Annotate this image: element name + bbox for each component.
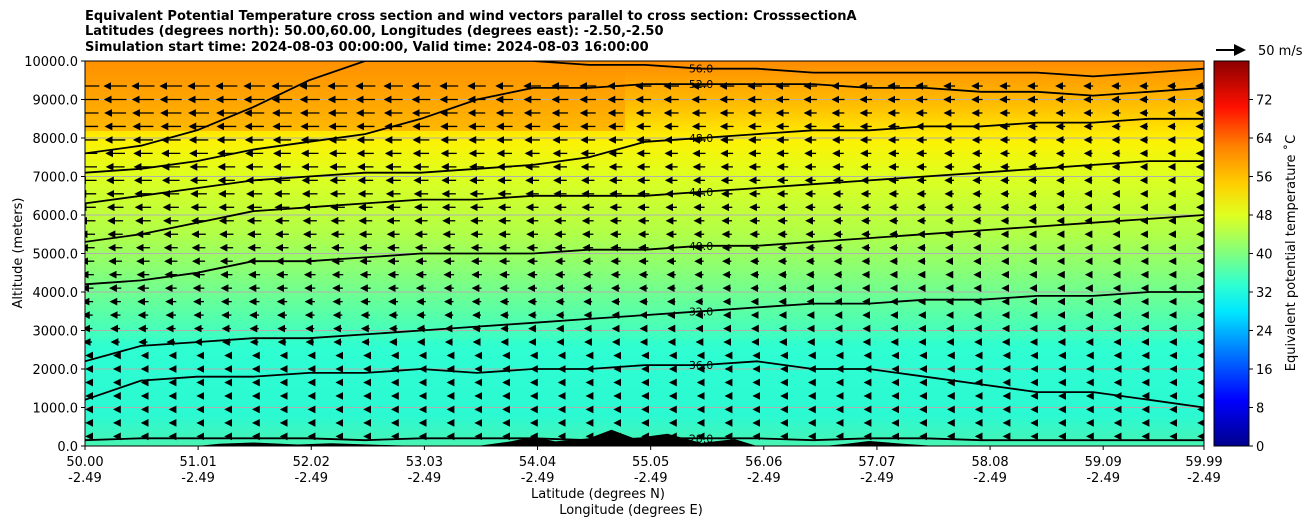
x-tick-label-lat: 56.06 xyxy=(745,455,782,470)
contour-line xyxy=(85,291,1204,363)
contour-label: 40.0 xyxy=(689,240,714,253)
x-tick-label-lon: -2.49 xyxy=(634,471,668,486)
y-tick-label: 3000.0 xyxy=(33,325,79,340)
x-tick-label-lat: 59.09 xyxy=(1085,455,1122,470)
colorbar-tick-label: 48 xyxy=(1256,209,1273,224)
colorbar xyxy=(1213,60,1250,447)
colorbar-tick-label: 16 xyxy=(1256,363,1273,378)
contour-line xyxy=(85,360,1204,409)
x-tick-label-lat: 52.02 xyxy=(293,455,330,470)
y-tick-label: 8000.0 xyxy=(33,132,79,147)
contour-label: 44.0 xyxy=(689,186,714,199)
colorbar-tick-label: 32 xyxy=(1256,286,1273,301)
colorbar-tick-label: 40 xyxy=(1256,248,1273,263)
contour-line xyxy=(85,117,1204,205)
x-tick-label-lat: 54.04 xyxy=(519,455,556,470)
x-tick-label-lon: -2.49 xyxy=(1187,471,1221,486)
x-axis-ticks: 50.00-2.4951.01-2.4952.02-2.4953.03-2.49… xyxy=(66,446,1223,486)
y-tick-label: 10000.0 xyxy=(24,55,78,70)
y-tick-label: 6000.0 xyxy=(33,209,79,224)
x-axis-label-lon: Longitude (degrees E) xyxy=(559,503,703,518)
y-tick-label: 5000.0 xyxy=(33,248,79,263)
x-tick-label-lon: -2.49 xyxy=(68,471,102,486)
x-tick-label-lon: -2.49 xyxy=(521,471,555,486)
colorbar-label: Equivalent potential temperature ˚C xyxy=(1283,135,1299,371)
contour-label: 32.0 xyxy=(689,305,714,318)
colorbar-tick-label: 72 xyxy=(1256,94,1273,109)
x-tick-label-lat: 53.03 xyxy=(406,455,443,470)
colorbar-tick-label: 8 xyxy=(1256,402,1264,417)
colorbar-ticks: 0 8 16 24 32 40 48 56 64 72 xyxy=(1249,94,1273,455)
y-tick-label: 9000.0 xyxy=(33,94,79,109)
contour-line xyxy=(85,83,1204,174)
contour-label: 48.0 xyxy=(689,132,714,145)
chart-title-line-1: Equivalent Potential Temperature cross s… xyxy=(85,9,857,24)
chart-title-line-2: Latitudes (degrees north): 50.00,60.00, … xyxy=(85,24,664,39)
contour-line xyxy=(85,61,1204,155)
y-tick-label: 4000.0 xyxy=(33,286,79,301)
x-tick-label-lat: 59.99 xyxy=(1185,455,1222,470)
contour-line xyxy=(85,214,1204,286)
x-tick-label-lon: -2.49 xyxy=(1086,471,1120,486)
x-tick-label-lon: -2.49 xyxy=(747,471,781,486)
terrain xyxy=(85,429,1204,446)
contour-label: 56.0 xyxy=(689,63,714,76)
contour-lines: 32.036.040.044.048.052.056.028.0 xyxy=(85,61,1204,445)
y-axis-label: Altitude (meters) xyxy=(11,198,26,309)
colorbar-tick-label: 24 xyxy=(1256,325,1273,340)
x-tick-label-lat: 51.01 xyxy=(180,455,217,470)
x-tick-label-lat: 58.08 xyxy=(971,455,1008,470)
x-tick-label-lon: -2.49 xyxy=(408,471,442,486)
contour-label: 52.0 xyxy=(689,78,714,91)
x-tick-label-lon: -2.49 xyxy=(860,471,894,486)
quiver-key-label: 50 m/s xyxy=(1258,44,1303,59)
y-tick-label: 1000.0 xyxy=(33,402,79,417)
x-tick-label-lon: -2.49 xyxy=(294,471,328,486)
x-tick-label-lon: -2.49 xyxy=(181,471,215,486)
x-tick-label-lat: 50.00 xyxy=(66,455,103,470)
x-tick-label-lon: -2.49 xyxy=(973,471,1007,486)
y-axis-ticks: 0.0 1000.0 2000.0 3000.0 4000.0 5000.0 6000.0 7… xyxy=(24,55,85,455)
y-tick-label: 7000.0 xyxy=(33,171,79,186)
y-tick-label: 0.0 xyxy=(57,440,78,455)
contour-line xyxy=(85,160,1204,243)
colorbar-tick-label: 0 xyxy=(1256,440,1264,455)
colorbar-tick-label: 56 xyxy=(1256,171,1273,186)
colorbar-tick-label: 64 xyxy=(1256,132,1273,147)
warm-upper-region xyxy=(85,61,625,131)
chart-title-line-3: Simulation start time: 2024-08-03 00:00:… xyxy=(85,40,649,55)
wind-vectors xyxy=(85,82,1204,441)
x-axis-label-lat: Latitude (degrees N) xyxy=(531,487,665,502)
y-tick-label: 2000.0 xyxy=(33,363,79,378)
x-tick-label-lat: 57.07 xyxy=(858,455,895,470)
x-tick-label-lat: 55.05 xyxy=(632,455,669,470)
contour-label: 36.0 xyxy=(689,359,714,372)
